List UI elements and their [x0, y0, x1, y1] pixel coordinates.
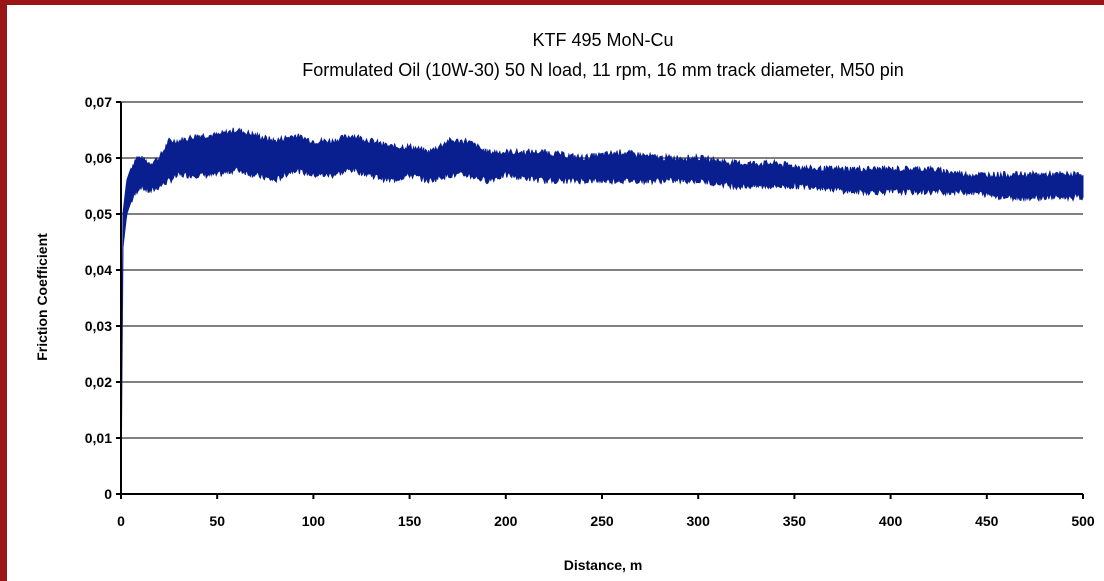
- x-tick-label: 350: [783, 513, 807, 529]
- y-tick-label: 0,05: [85, 206, 112, 222]
- y-tick-label: 0: [104, 486, 112, 502]
- chart-title: KTF 495 MoN-Cu: [532, 30, 673, 50]
- y-tick-label: 0,06: [85, 150, 112, 166]
- series-envelope: [120, 127, 1084, 495]
- chart-subtitle: Formulated Oil (10W-30) 50 N load, 11 rp…: [302, 60, 904, 80]
- y-tick-label: 0,02: [85, 374, 112, 390]
- y-tick-label: 0,07: [85, 94, 112, 110]
- y-tick-label: 0,01: [85, 430, 112, 446]
- x-tick-label: 50: [209, 513, 225, 529]
- y-tick-label: 0,04: [85, 262, 112, 278]
- x-tick-label: 250: [590, 513, 614, 529]
- x-tick-label: 300: [687, 513, 711, 529]
- axes: [116, 101, 1084, 499]
- x-tick-label: 100: [302, 513, 326, 529]
- x-tick-label: 400: [879, 513, 903, 529]
- series-band: [120, 127, 1084, 495]
- x-tick-label: 150: [398, 513, 422, 529]
- y-axis-label: Friction Coefficient: [34, 233, 50, 361]
- x-tick-label: 0: [117, 513, 125, 529]
- x-tick-label: 200: [494, 513, 518, 529]
- y-tick-label: 0,03: [85, 318, 112, 334]
- x-tick-label: 450: [975, 513, 999, 529]
- x-tick-label: 500: [1071, 513, 1095, 529]
- x-axis-label: Distance, m: [564, 557, 643, 573]
- tick-labels: 0 0,01 0,02 0,03 0,04 0,05 0,06 0,07 0 50 100 150 20…: [85, 94, 1095, 529]
